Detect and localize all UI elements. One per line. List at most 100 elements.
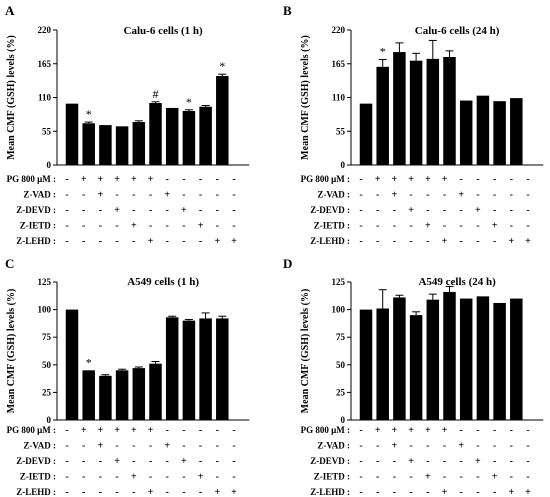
treatment-mark: - xyxy=(393,472,396,483)
treatment-mark: - xyxy=(82,441,85,452)
treatment-mark: - xyxy=(476,425,479,436)
treatment-mark: - xyxy=(443,190,446,201)
y-tick-label: 75 xyxy=(336,332,346,342)
treatment-mark: - xyxy=(510,174,513,185)
treatment-mark: - xyxy=(476,190,479,201)
treatment-mark: - xyxy=(460,221,463,232)
bar xyxy=(182,320,196,420)
treatment-mark: - xyxy=(232,221,235,232)
y-tick-label: 165 xyxy=(332,59,346,69)
treatment-mark: + xyxy=(81,425,87,436)
y-tick-label: 0 xyxy=(47,160,52,170)
treatment-mark: + xyxy=(392,441,398,452)
treatment-mark: - xyxy=(359,425,362,436)
treatment-mark: - xyxy=(216,174,219,185)
treatment-mark: - xyxy=(149,190,152,201)
treatment-mark: - xyxy=(359,221,362,232)
treatment-mark: + xyxy=(114,425,120,436)
treatment-mark: - xyxy=(149,221,152,232)
treatment-mark: - xyxy=(182,472,185,483)
treatment-row-label: Z-IETD : xyxy=(314,221,350,231)
treatment-mark: + xyxy=(442,425,448,436)
treatment-mark: - xyxy=(199,487,202,497)
treatment-mark: - xyxy=(82,472,85,483)
significance-mark: # xyxy=(153,87,159,101)
treatment-mark: + xyxy=(198,472,204,483)
treatment-mark: + xyxy=(492,472,498,483)
treatment-mark: - xyxy=(99,472,102,483)
y-tick-label: 220 xyxy=(332,25,346,35)
treatment-mark: - xyxy=(460,487,463,497)
treatment-mark: - xyxy=(166,472,169,483)
treatment-mark: - xyxy=(82,487,85,497)
treatment-mark: + xyxy=(408,174,414,185)
treatment-mark: - xyxy=(166,174,169,185)
treatment-mark: + xyxy=(392,190,398,201)
treatment-mark: + xyxy=(392,174,398,185)
treatment-mark: - xyxy=(216,472,219,483)
treatment-mark: - xyxy=(82,205,85,216)
treatment-mark: - xyxy=(65,487,68,497)
treatment-mark: - xyxy=(376,221,379,232)
treatment-mark: - xyxy=(409,441,412,452)
treatment-mark: - xyxy=(376,441,379,452)
treatment-mark: - xyxy=(65,236,68,247)
treatment-mark: - xyxy=(65,221,68,232)
treatment-mark: + xyxy=(231,487,237,497)
y-tick-label: 125 xyxy=(38,277,52,287)
treatment-mark: - xyxy=(232,174,235,185)
treatment-mark: + xyxy=(181,205,187,216)
treatment-mark: - xyxy=(182,441,185,452)
bar xyxy=(359,103,373,165)
treatment-mark: - xyxy=(493,441,496,452)
y-tick-label: 55 xyxy=(42,126,52,136)
treatment-mark: - xyxy=(65,441,68,452)
treatment-mark: + xyxy=(148,236,154,247)
treatment-row-label: Z-LEHD : xyxy=(310,236,350,246)
treatment-mark: - xyxy=(476,441,479,452)
treatment-mark: - xyxy=(65,205,68,216)
treatment-mark: - xyxy=(65,425,68,436)
treatment-mark: - xyxy=(99,487,102,497)
treatment-mark: - xyxy=(476,236,479,247)
bar xyxy=(476,296,490,420)
bar xyxy=(443,57,456,165)
significance-mark: * xyxy=(219,59,225,73)
bar xyxy=(165,107,179,165)
treatment-mark: - xyxy=(526,205,529,216)
treatment-mark: - xyxy=(166,236,169,247)
treatment-row-label: PG 800 μM : xyxy=(7,174,56,184)
treatment-mark: - xyxy=(65,190,68,201)
treatment-mark: - xyxy=(359,236,362,247)
treatment-mark: - xyxy=(460,174,463,185)
treatment-mark: + xyxy=(458,190,464,201)
treatment-row-label: Z-DEVD : xyxy=(16,456,56,466)
treatment-mark: - xyxy=(443,205,446,216)
treatment-mark: - xyxy=(526,221,529,232)
y-tick-label: 0 xyxy=(47,415,52,425)
treatment-mark: - xyxy=(182,221,185,232)
treatment-mark: - xyxy=(526,456,529,467)
treatment-mark: - xyxy=(510,441,513,452)
y-tick-label: 50 xyxy=(336,360,346,370)
bar xyxy=(149,103,162,165)
treatment-mark: - xyxy=(132,456,135,467)
treatment-mark: + xyxy=(214,236,220,247)
treatment-mark: - xyxy=(460,456,463,467)
treatment-mark: - xyxy=(443,472,446,483)
bar xyxy=(82,370,95,420)
treatment-mark: + xyxy=(131,174,137,185)
treatment-mark: + xyxy=(392,425,398,436)
treatment-mark: - xyxy=(460,236,463,247)
treatment-row-label: PG 800 μM : xyxy=(301,425,350,435)
treatment-mark: - xyxy=(409,472,412,483)
y-tick-label: 110 xyxy=(332,93,346,103)
treatment-mark: + xyxy=(148,487,154,497)
treatment-mark: - xyxy=(149,205,152,216)
treatment-mark: - xyxy=(216,205,219,216)
treatment-mark: - xyxy=(526,472,529,483)
treatment-mark: + xyxy=(148,425,154,436)
y-tick-label: 55 xyxy=(336,126,346,136)
bar xyxy=(376,66,389,165)
bar xyxy=(393,297,406,420)
